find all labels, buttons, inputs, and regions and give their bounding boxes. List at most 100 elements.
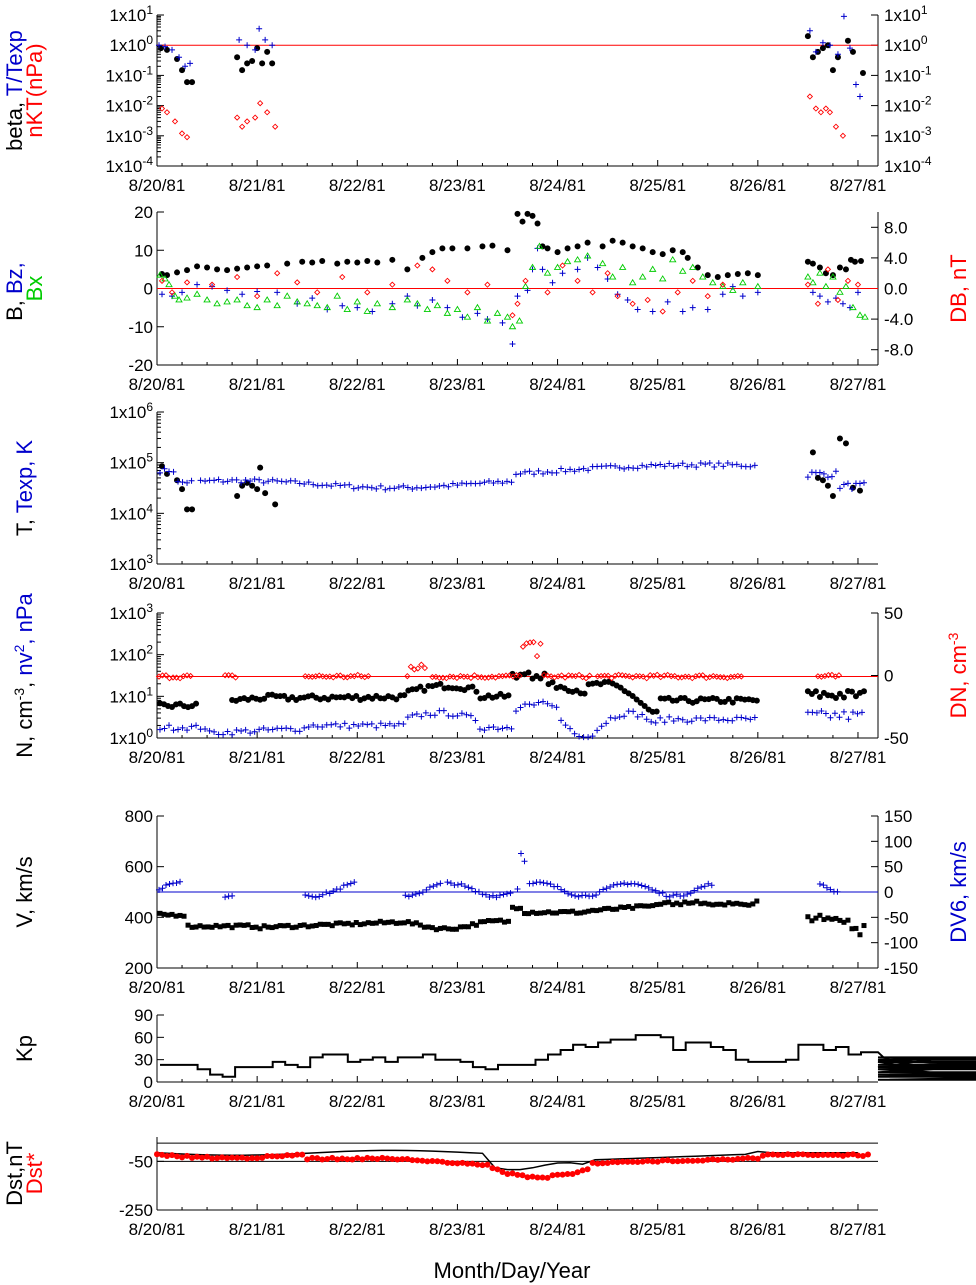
data-point: [840, 708, 847, 715]
panel-velocity: 8/20/81 8/21/81 8/22/81 8/23/81 8/24/81 8/25/…: [12, 807, 971, 997]
data-point: [742, 715, 749, 722]
series-velocity-1: [156, 850, 841, 901]
y-tick-label: -20: [128, 356, 153, 375]
data-point: [706, 460, 713, 467]
data-point: [353, 692, 360, 699]
data-point: [422, 709, 429, 716]
data-point: [159, 1151, 166, 1158]
y-tick-label: -10: [128, 318, 153, 337]
data-point: [175, 296, 183, 303]
data-point: [389, 919, 395, 925]
data-point: [621, 880, 628, 887]
data-point: [305, 892, 312, 899]
data-point: [272, 123, 279, 130]
data-point: [463, 313, 472, 320]
data-point: [292, 477, 299, 484]
data-point: [299, 1151, 306, 1158]
data-point: [458, 710, 465, 717]
data-point: [841, 919, 847, 925]
data-point: [706, 901, 712, 907]
data-point: [524, 210, 531, 217]
data-point: [738, 714, 745, 721]
data-point: [824, 1151, 831, 1158]
data-point: [558, 909, 564, 915]
data-point: [702, 900, 708, 906]
data-point: [244, 1155, 251, 1162]
x-tick-label: 8/22/81: [329, 978, 386, 997]
data-point: [393, 920, 399, 926]
data-point: [181, 913, 187, 919]
data-point: [670, 892, 677, 899]
data-point: [514, 1171, 521, 1178]
data-point: [313, 923, 319, 929]
data-point: [827, 714, 834, 721]
data-point: [249, 1155, 256, 1162]
data-point: [534, 910, 540, 916]
data-point: [464, 673, 471, 680]
data-point: [319, 724, 326, 731]
data-point: [839, 132, 847, 139]
data-point: [239, 482, 246, 489]
data-point: [416, 890, 423, 897]
data-point: [201, 924, 207, 930]
right-y-tick-label: 8.0: [884, 218, 908, 237]
data-point: [193, 290, 201, 297]
data-point: [689, 1157, 696, 1164]
data-point: [169, 1152, 176, 1159]
panel-kp: 8/20/81 8/21/81 8/22/81 8/23/81 8/24/81 8/25/…: [12, 1006, 976, 1111]
data-point: [842, 282, 850, 290]
data-point: [631, 880, 638, 887]
y-tick-label: 800: [125, 807, 153, 826]
data-point: [812, 105, 820, 112]
data-point: [537, 675, 544, 682]
data-point: [297, 922, 303, 928]
data-point: [646, 903, 652, 909]
data-point: [844, 277, 852, 284]
data-point: [804, 258, 811, 265]
data-point: [229, 892, 236, 899]
data-point: [374, 259, 381, 266]
data-point: [852, 693, 859, 700]
data-point: [194, 1153, 201, 1160]
data-point: [184, 479, 191, 486]
data-point: [512, 708, 519, 715]
data-point: [269, 925, 275, 931]
data-point: [179, 289, 186, 296]
data-point: [464, 245, 471, 252]
data-point: [177, 878, 184, 885]
data-point: [694, 264, 701, 271]
data-point: [461, 883, 468, 890]
right-y-tick-label: 4.0: [884, 249, 908, 268]
data-point: [177, 912, 183, 918]
data-point: [529, 212, 536, 219]
data-point: [373, 920, 379, 926]
data-point: [616, 464, 623, 471]
data-point: [831, 710, 838, 717]
data-point: [211, 477, 218, 484]
data-point: [369, 1155, 376, 1162]
data-point: [359, 1156, 366, 1163]
data-point: [499, 1168, 506, 1175]
data-point: [389, 256, 396, 263]
data-point: [694, 898, 700, 904]
data-point: [293, 298, 301, 305]
data-point: [449, 1160, 456, 1167]
data-point: [424, 1158, 431, 1165]
data-point: [476, 480, 483, 487]
right-y-tick-label: -50: [884, 908, 909, 927]
data-point: [432, 673, 440, 680]
data-point: [565, 890, 572, 897]
data-point: [405, 919, 411, 925]
data-point: [682, 899, 688, 905]
y-tick-label: 1x10-1: [105, 63, 153, 85]
data-point: [639, 462, 646, 469]
data-point: [174, 1153, 181, 1160]
data-point: [156, 271, 164, 278]
data-point: [440, 482, 447, 489]
data-point: [188, 477, 195, 484]
data-point: [323, 303, 332, 311]
data-point: [259, 60, 266, 67]
series-imf-1: [159, 245, 861, 347]
data-point: [464, 1160, 471, 1167]
data-point: [453, 926, 459, 932]
